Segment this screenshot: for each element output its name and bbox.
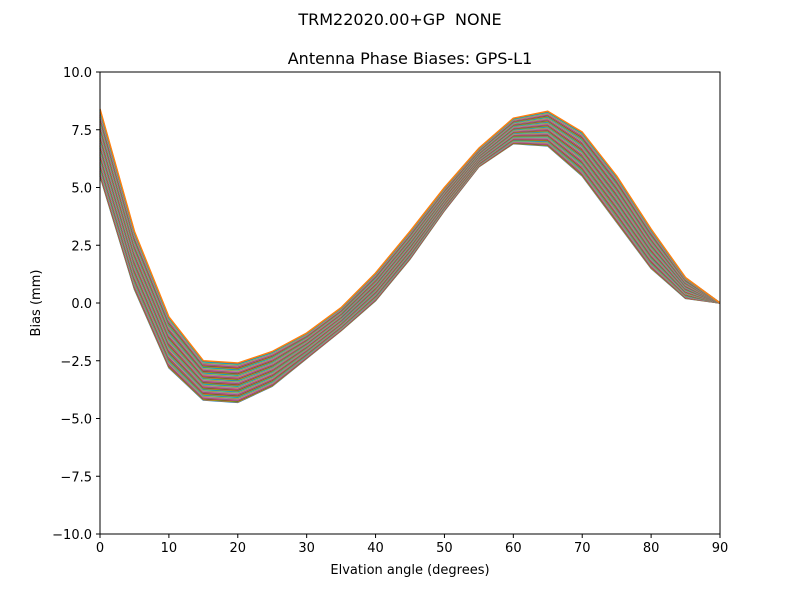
x-tick-label: 50 <box>436 541 453 556</box>
y-tick-label: −2.5 <box>60 355 92 370</box>
x-tick-label: 90 <box>712 541 729 556</box>
series-layer <box>99 108 721 404</box>
x-axis: 0 10 20 30 40 50 60 70 80 90 <box>96 534 728 556</box>
y-tick-label: 2.5 <box>71 239 92 254</box>
x-tick-label: 60 <box>505 541 522 556</box>
x-tick-label: 70 <box>574 541 591 556</box>
x-tick-label: 30 <box>298 541 315 556</box>
series-line <box>99 108 721 364</box>
y-axis-label: Bias (mm) <box>29 270 44 337</box>
x-tick-label: 20 <box>230 541 247 556</box>
y-tick-label: 7.5 <box>71 124 92 139</box>
y-axis: 10.0 7.5 5.0 2.5 0.0 −2.5 −5.0 −7.5 −10.0 <box>52 66 100 543</box>
y-tick-label: −5.0 <box>60 413 92 428</box>
chart-title: Antenna Phase Biases: GPS-L1 <box>288 49 533 68</box>
x-tick-label: 80 <box>643 541 660 556</box>
x-axis-label: Elvation angle (degrees) <box>330 563 489 578</box>
plot-frame <box>99 71 721 535</box>
y-tick-label: −10.0 <box>52 528 92 543</box>
x-tick-label: 10 <box>161 541 178 556</box>
y-tick-label: 10.0 <box>63 66 92 81</box>
x-tick-label: 0 <box>96 541 104 556</box>
y-tick-label: 5.0 <box>71 182 92 197</box>
y-tick-label: 0.0 <box>71 297 92 312</box>
figure-suptitle: TRM22020.00+GP NONE <box>298 10 502 29</box>
y-tick-label: −7.5 <box>60 470 92 485</box>
x-tick-label: 40 <box>367 541 384 556</box>
